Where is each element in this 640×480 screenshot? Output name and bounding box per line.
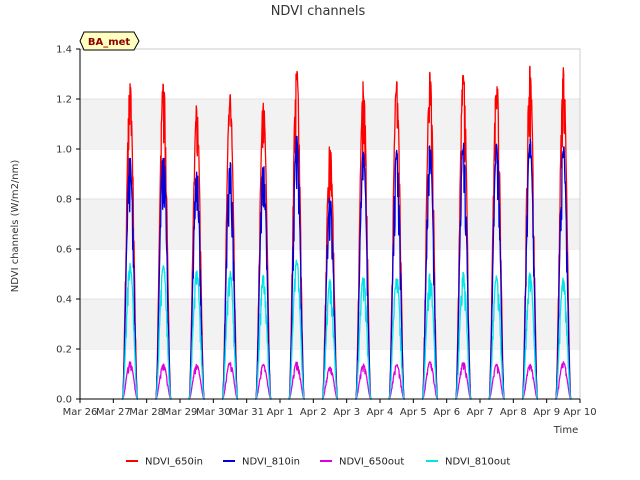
series-day-line — [322, 279, 338, 400]
series-day-line — [455, 271, 472, 400]
legend-label: NDVI_650out — [339, 457, 404, 468]
series-day-line — [388, 149, 405, 400]
series-layer — [122, 65, 572, 400]
series-day-line — [222, 270, 238, 400]
series-day-line — [455, 362, 472, 400]
series-day-line — [322, 366, 338, 400]
badge-label: BA_met — [88, 37, 131, 48]
series-NDVI_650out — [122, 361, 572, 400]
series-day-line — [455, 142, 472, 400]
series-day-line — [222, 162, 238, 400]
grid-band — [80, 299, 580, 349]
legend-label: NDVI_650in — [145, 457, 203, 468]
series-day-line — [255, 363, 272, 400]
y-tick-label: 0.8 — [56, 195, 72, 206]
x-tick-label: Apr 2 — [300, 407, 327, 418]
x-tick-label: Mar 26 — [63, 407, 98, 418]
station-badge: BA_met — [79, 31, 140, 51]
y-tick-label: 0.2 — [56, 345, 72, 356]
y-ticks: 0.0 0.2 0.4 0.6 0.8 1.0 1.2 1.4 — [56, 45, 80, 406]
series-day-line — [122, 361, 138, 400]
x-tick-label: Mar 29 — [163, 407, 198, 418]
y-axis-label: NDVI channels (W/m2/nm) — [10, 160, 21, 293]
series-day-line — [288, 135, 305, 400]
series-day-line — [255, 166, 272, 400]
badge-shape — [79, 31, 140, 51]
x-tick-label: Mar 28 — [129, 407, 164, 418]
series-day-line — [555, 361, 572, 400]
y-tick-label: 0.6 — [56, 245, 72, 256]
legend-item: NDVI_810in — [223, 457, 300, 468]
series-NDVI_810in — [122, 135, 572, 400]
legend-item: NDVI_810out — [426, 457, 510, 468]
series-day-line — [488, 275, 505, 400]
series-day-line — [155, 363, 172, 400]
series-day-line — [122, 157, 138, 400]
y-tick-label: 1.2 — [56, 95, 72, 106]
legend-item: NDVI_650out — [320, 457, 404, 468]
series-day-line — [422, 273, 438, 400]
series-day-line — [355, 277, 372, 400]
series-day-line — [222, 362, 238, 400]
series-NDVI_810out — [122, 259, 572, 400]
series-day-line — [288, 259, 305, 400]
x-tick-label: Apr 7 — [467, 407, 494, 418]
series-day-line — [388, 364, 405, 400]
x-tick-label: Apr 5 — [400, 407, 427, 418]
series-day-line — [255, 274, 272, 400]
legend-label: NDVI_810out — [445, 457, 510, 468]
x-tick-label: Apr 1 — [267, 407, 294, 418]
x-tick-label: Mar 27 — [96, 407, 131, 418]
series-day-line — [155, 264, 172, 400]
series-day-line — [288, 361, 305, 400]
series-day-line — [322, 198, 338, 400]
series-day-line — [188, 171, 205, 400]
y-tick-label: 0.4 — [56, 295, 72, 306]
x-tick-label: Apr 10 — [563, 407, 596, 418]
series-day-line — [488, 143, 505, 400]
series-day-line — [422, 361, 438, 400]
x-tick-label: Mar 30 — [196, 407, 231, 418]
series-day-line — [555, 146, 572, 400]
y-tick-label: 1.4 — [56, 45, 72, 56]
legend-item: NDVI_650in — [126, 457, 203, 468]
grid-band — [80, 99, 580, 149]
series-day-line — [422, 145, 438, 400]
x-tick-label: Apr 3 — [333, 407, 360, 418]
x-tick-label: Apr 8 — [500, 407, 527, 418]
series-day-line — [188, 270, 205, 400]
series-day-line — [388, 278, 405, 400]
x-tick-label: Apr 4 — [367, 407, 394, 418]
series-day-line — [188, 363, 205, 400]
series-day-line — [522, 363, 538, 400]
chart-title: NDVI channels — [271, 4, 366, 19]
series-day-line — [555, 277, 572, 400]
axes — [79, 49, 580, 400]
y-tick-label: 1.0 — [56, 145, 72, 156]
y-tick-label: 0.0 — [56, 395, 72, 406]
series-day-line — [522, 138, 538, 400]
series-day-line — [355, 151, 372, 400]
x-tick-label: Mar 31 — [229, 407, 264, 418]
x-tick-label: Apr 6 — [433, 407, 460, 418]
series-day-line — [355, 363, 372, 400]
series-day-line — [122, 262, 138, 400]
series-day-line — [522, 272, 538, 400]
legend: NDVI_650in NDVI_810in NDVI_650out NDVI_810o… — [126, 457, 510, 468]
x-tick-label: Apr 9 — [533, 407, 560, 418]
series-day-line — [155, 157, 172, 400]
x-axis-label: Time — [553, 425, 578, 436]
series-day-line — [488, 363, 505, 400]
legend-label: NDVI_810in — [242, 457, 300, 468]
